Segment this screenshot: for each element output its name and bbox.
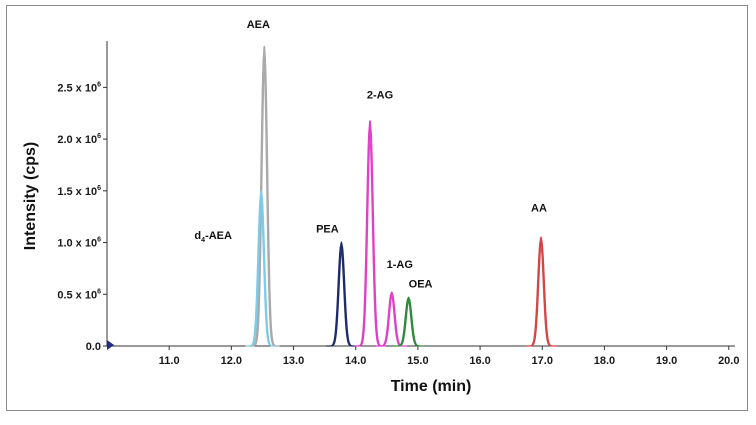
chromatogram-chart: 11.0 12.0 13.0 14.0 15.0 16.0 17.0 18.0 19.0 20.0… — [22, 19, 739, 395]
x-tick-label: 18.0 — [594, 355, 615, 367]
y-tick-label: 1.5 x 106 — [57, 185, 101, 198]
peak-label: PEA — [316, 224, 339, 236]
peak-aea — [248, 45, 280, 347]
peak-trace — [354, 126, 386, 347]
x-tick-label: 13.0 — [283, 355, 304, 367]
peak-oea — [393, 296, 424, 347]
peak-trace — [525, 240, 557, 347]
x-tick-label: 16.0 — [469, 355, 490, 367]
y-tick-label: 2.0 x 106 — [57, 133, 101, 146]
peak-trace — [325, 245, 357, 347]
x-tick-label: 20.0 — [718, 355, 739, 367]
peak-label: d4-AEA — [194, 230, 232, 244]
peak-trace — [325, 241, 357, 347]
y-tick-label: 2.5 x 106 — [57, 81, 101, 94]
plot-area: 11.0 12.0 13.0 14.0 15.0 16.0 17.0 18.0 19.0 20.0… — [22, 19, 739, 395]
peak-label: 2-AG — [367, 89, 393, 101]
y-axis-title: Intensity (cps) — [22, 142, 39, 250]
x-tick-label: 14.0 — [345, 355, 366, 367]
y-tick-label: 0.0 — [86, 341, 101, 353]
origin-marker-icon — [107, 340, 114, 350]
x-tick-label: 17.0 — [532, 355, 553, 367]
peak-label: OEA — [409, 278, 433, 290]
peak-trace — [393, 298, 424, 347]
peak-trace — [354, 120, 386, 347]
peak-trace — [245, 194, 277, 347]
peak-pea — [325, 241, 357, 347]
x-tick-label: 19.0 — [656, 355, 677, 367]
peak-trace — [325, 245, 357, 347]
peak-trace — [525, 235, 557, 347]
peak-trace — [354, 126, 386, 347]
y-tick-label: 1.0 x 106 — [57, 237, 101, 250]
peak-trace — [248, 45, 280, 347]
peak-d4-aea — [245, 188, 277, 347]
peak-label: AA — [531, 202, 547, 214]
peak-2-ag — [354, 120, 386, 347]
chart-frame: 11.0 12.0 13.0 14.0 15.0 16.0 17.0 18.0 19.0 20.0… — [6, 5, 748, 411]
x-tick-label: 11.0 — [159, 355, 180, 367]
x-tick-label: 15.0 — [407, 355, 428, 367]
peak-1-ag — [376, 291, 408, 347]
peak-label: AEA — [247, 19, 270, 31]
peak-label: 1-AG — [387, 259, 413, 271]
peak-trace — [248, 54, 280, 347]
x-axis-title: Time (min) — [391, 378, 472, 395]
peak-trace — [376, 293, 408, 347]
peak-trace — [525, 240, 557, 347]
peak-aa — [525, 235, 557, 347]
y-tick-label: 0.5 x 106 — [57, 288, 101, 301]
peak-trace — [248, 54, 280, 347]
x-tick-label: 12.0 — [221, 355, 242, 367]
